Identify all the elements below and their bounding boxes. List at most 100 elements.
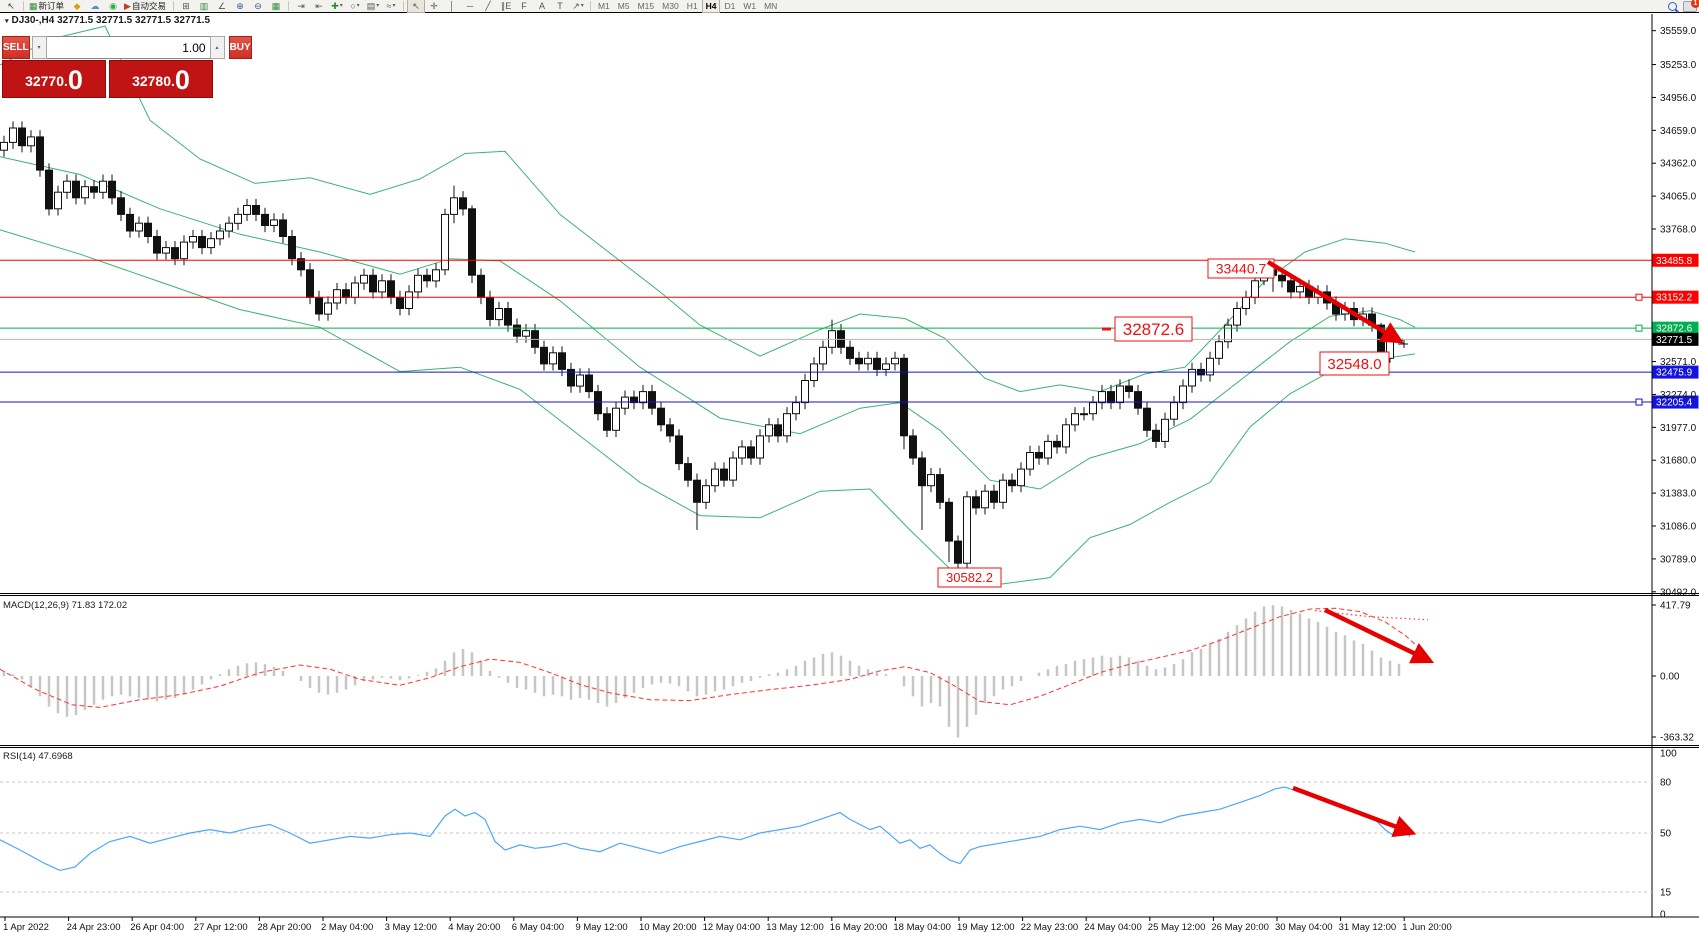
candle-body: [846, 346, 854, 359]
signals-icon[interactable]: ◉: [104, 0, 122, 13]
notification-badge: 1: [1691, 0, 1699, 8]
notifications-icon[interactable]: 1: [1683, 0, 1699, 12]
vline-tool-icon: │: [449, 1, 455, 11]
chart-shift-icon[interactable]: ⇤: [310, 0, 328, 13]
template-icon[interactable]: ▤ ▾: [364, 0, 382, 13]
timeframe-m1[interactable]: M1: [597, 1, 610, 11]
new-chart-icon[interactable]: ▥: [195, 0, 213, 13]
pointer-tool[interactable]: ↖: [406, 0, 425, 13]
annotation-box[interactable]: [1114, 316, 1193, 342]
candle-body: [477, 274, 485, 298]
zoom-out-icon[interactable]: ⊖: [249, 0, 267, 13]
new-order-button[interactable]: ▦ 新订单: [27, 0, 68, 13]
line-handle[interactable]: [1635, 293, 1643, 301]
candle-body: [1107, 391, 1115, 404]
timeframe-w1[interactable]: W1: [743, 1, 757, 11]
candle-body: [36, 136, 44, 171]
period-icon[interactable]: ○ ▾: [346, 0, 364, 13]
arrows-tool[interactable]: ↗ ▾: [569, 0, 587, 13]
candle-body: [1170, 402, 1178, 420]
candle-body: [882, 363, 890, 370]
text-tool[interactable]: A: [533, 0, 551, 13]
channel-tool[interactable]: ∥E: [497, 0, 515, 13]
label-tool[interactable]: T: [551, 0, 569, 13]
buy-price-button[interactable]: 32780. 0: [109, 60, 213, 98]
horizontal-lines[interactable]: 33485.833152.232872.632771.532475.932205…: [0, 253, 1699, 409]
chart-type-icon[interactable]: ≈ ▾: [382, 0, 400, 13]
price-axis[interactable]: 35559.0 35253.0 34956.0 34659.0 34362.0 34065…: [1651, 14, 1697, 917]
candle-body: [144, 222, 152, 237]
gold-icon[interactable]: ◆: [68, 0, 86, 13]
timeframe-d1[interactable]: D1: [724, 1, 736, 11]
timeframe-mn[interactable]: MN: [764, 1, 778, 11]
hline-tool[interactable]: ─: [461, 0, 479, 13]
candle-body: [450, 197, 458, 215]
candle-body: [999, 479, 1007, 503]
candle-body: [783, 413, 791, 437]
timeframe-h4[interactable]: H4: [701, 0, 721, 13]
candle-body: [216, 230, 224, 240]
toolbar-separator: [589, 1, 591, 11]
sell-button[interactable]: SELL: [2, 36, 30, 59]
autotrading-button[interactable]: ▶ 自动交易: [122, 0, 170, 13]
rsi-pane: 100 80 50 15 0: [0, 749, 1677, 921]
community-icon[interactable]: ☁: [86, 0, 104, 13]
chart-angle-icon[interactable]: ∠: [213, 0, 231, 13]
candle-body: [747, 446, 755, 459]
macd-axis-label: 0.00: [1660, 672, 1680, 683]
crosshair-tool[interactable]: ✛: [425, 0, 443, 13]
annotation-text: 32872.6: [1123, 320, 1184, 339]
time-label: 6 May 04:00: [512, 922, 564, 932]
line-handle[interactable]: [1635, 398, 1643, 406]
rsi-trend-arrow[interactable]: [1292, 785, 1417, 837]
volume-input[interactable]: [46, 36, 210, 59]
fibonacci-tool[interactable]: F: [515, 0, 533, 13]
rsi-axis-label: 100: [1660, 749, 1677, 760]
candle-body: [1287, 280, 1295, 293]
new-order-button-label: 新订单: [38, 1, 65, 11]
volume-decrease-button[interactable]: ▾: [31, 36, 47, 59]
annotation-box[interactable]: [1207, 258, 1275, 279]
candle-body: [1161, 418, 1169, 442]
time-axis[interactable]: 1 Apr 2022 24 Apr 23:00 26 Apr 04:00 27 Apr…: [3, 917, 1452, 932]
sell-price-button[interactable]: 32770. 0: [2, 60, 106, 98]
annotation-box[interactable]: [1319, 351, 1390, 376]
candle-body: [0, 141, 8, 151]
volume-increase-button[interactable]: ▴: [209, 36, 225, 59]
axis-tick-label: 35559.0: [1660, 26, 1697, 37]
timeframe-m5[interactable]: M5: [617, 1, 630, 11]
candle-body: [909, 435, 917, 459]
candle-body: [108, 180, 116, 199]
line-handle[interactable]: [1635, 324, 1643, 332]
timeframe-m15[interactable]: M15: [637, 1, 655, 11]
macd-trend-arrow[interactable]: [1324, 607, 1435, 664]
candle-body: [1035, 452, 1043, 459]
axis-price-flag-text: 32205.4: [1656, 398, 1693, 409]
price-trend-arrow[interactable]: [1266, 260, 1404, 344]
vline-tool[interactable]: │: [443, 0, 461, 13]
buy-button[interactable]: BUY: [228, 36, 252, 59]
sell-price-big-digit: 0: [67, 65, 83, 95]
zoom-in-icon[interactable]: ⊕: [231, 0, 249, 13]
time-label: 24 May 04:00: [1084, 922, 1142, 932]
axis-price-flag: [1652, 290, 1699, 304]
cursor-icon[interactable]: ↖: [2, 0, 20, 13]
candle-body: [63, 180, 71, 193]
annotation-box[interactable]: [937, 567, 1002, 588]
auto-scroll-icon[interactable]: ⇥: [292, 0, 310, 13]
trendline-tool[interactable]: ╱: [479, 0, 497, 13]
timeframe-m30[interactable]: M30: [662, 1, 679, 11]
timeframe-h1[interactable]: H1: [686, 1, 698, 11]
annotation-anchor-dash: [1102, 327, 1111, 331]
crosshair-window-icon: ⊞: [182, 1, 190, 11]
search-icon[interactable]: [1668, 1, 1677, 11]
pane-separators[interactable]: [0, 593, 1699, 918]
tile-windows-icon[interactable]: ▦: [267, 0, 285, 13]
candle-body: [27, 136, 35, 147]
annotations[interactable]: 33440.7 32872.6 32548.0 30582.2: [937, 258, 1390, 588]
add-indicator-icon[interactable]: ✚ ▾: [328, 0, 346, 13]
candle-body: [990, 490, 998, 503]
crosshair-window-icon[interactable]: ⊞: [177, 0, 195, 13]
candle-body: [342, 289, 350, 299]
